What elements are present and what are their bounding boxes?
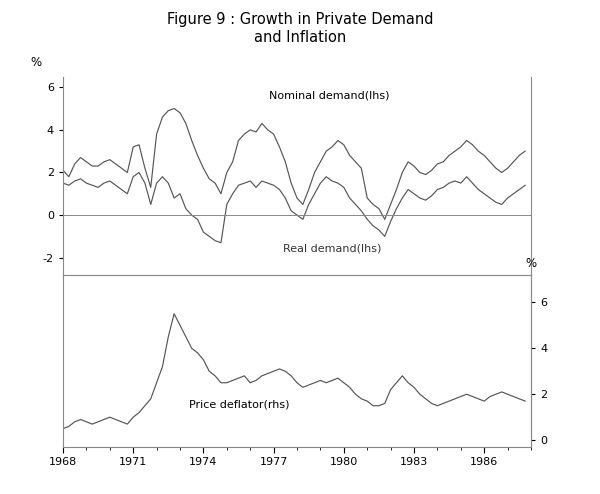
Text: Nominal demand(lhs): Nominal demand(lhs) <box>269 90 389 100</box>
Text: %: % <box>30 56 41 69</box>
Text: Figure 9 : Growth in Private Demand
and Inflation: Figure 9 : Growth in Private Demand and … <box>167 12 433 45</box>
Text: %: % <box>526 256 536 270</box>
Text: Real demand(lhs): Real demand(lhs) <box>283 244 382 254</box>
Text: Price deflator(rhs): Price deflator(rhs) <box>190 399 290 409</box>
